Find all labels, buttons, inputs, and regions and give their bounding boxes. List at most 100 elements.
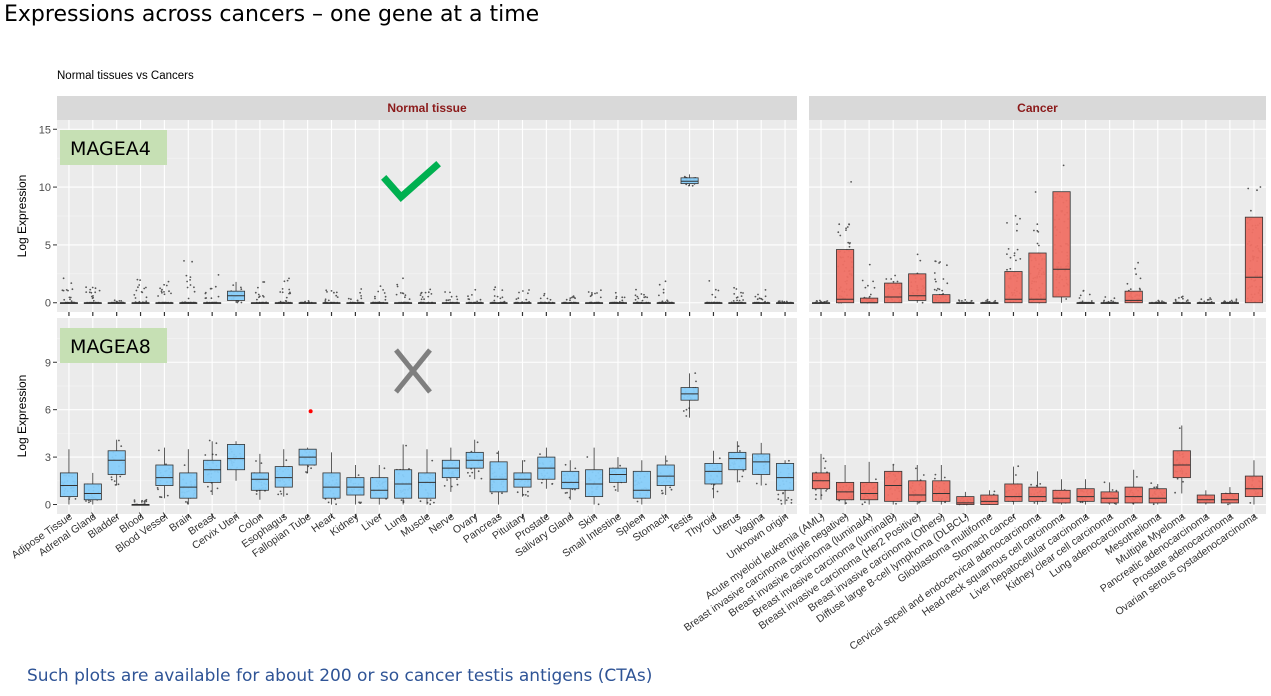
data-point xyxy=(404,294,407,297)
data-point xyxy=(210,287,213,290)
data-point xyxy=(1009,256,1012,259)
check-mark-icon xyxy=(381,161,441,202)
cancer-box xyxy=(932,294,951,304)
normal-box xyxy=(107,450,126,475)
data-point xyxy=(92,299,95,302)
data-point xyxy=(1033,229,1035,232)
data-point xyxy=(737,445,740,448)
data-point xyxy=(1150,482,1153,484)
data-point xyxy=(643,293,645,296)
data-point xyxy=(427,295,430,298)
gene-label: MAGEA4 xyxy=(70,138,151,160)
data-point xyxy=(494,286,497,289)
data-point xyxy=(280,493,283,495)
data-point xyxy=(404,296,406,299)
normal-box xyxy=(489,461,508,493)
data-point xyxy=(359,502,362,504)
data-point xyxy=(875,478,877,481)
normal-box xyxy=(155,464,174,486)
data-point xyxy=(661,489,663,492)
data-point xyxy=(634,294,637,297)
data-point xyxy=(186,286,189,289)
data-point xyxy=(683,175,686,178)
data-point xyxy=(885,278,888,280)
data-point xyxy=(825,490,827,492)
data-point xyxy=(636,295,639,298)
data-point xyxy=(1203,300,1206,303)
data-point xyxy=(491,492,493,495)
data-point xyxy=(262,281,264,283)
data-point xyxy=(549,298,552,301)
data-point xyxy=(758,297,761,300)
data-point xyxy=(868,295,871,298)
data-point xyxy=(861,503,864,506)
data-point xyxy=(1200,298,1203,301)
data-point xyxy=(161,288,163,291)
data-point xyxy=(539,297,542,300)
data-point xyxy=(1182,297,1184,300)
data-point xyxy=(934,473,937,476)
data-point xyxy=(935,280,937,283)
data-point xyxy=(1129,288,1132,290)
cancer-box xyxy=(1196,494,1215,504)
y-tick-label: 5 xyxy=(45,240,51,252)
data-point xyxy=(396,285,399,288)
data-point xyxy=(685,415,688,417)
cancer-box xyxy=(1244,216,1264,304)
data-point xyxy=(1013,254,1016,257)
data-point xyxy=(551,482,554,485)
data-point xyxy=(711,293,714,296)
data-point xyxy=(183,260,185,262)
data-point xyxy=(400,499,403,501)
gene-label-box xyxy=(60,328,167,363)
data-point xyxy=(110,476,113,478)
data-point xyxy=(359,291,361,294)
data-point xyxy=(934,260,937,262)
data-point xyxy=(564,492,567,494)
data-point xyxy=(189,276,192,278)
data-point xyxy=(258,295,261,298)
cancer-box xyxy=(1004,483,1023,502)
data-point xyxy=(596,292,598,294)
data-point xyxy=(156,487,159,489)
data-point xyxy=(546,297,549,300)
data-point xyxy=(405,444,407,447)
data-point xyxy=(777,493,780,496)
data-point xyxy=(922,474,925,476)
data-point xyxy=(493,288,496,291)
data-point xyxy=(396,283,399,286)
data-point xyxy=(846,226,849,228)
data-point xyxy=(623,296,626,299)
data-point xyxy=(357,474,360,476)
data-point xyxy=(113,480,116,482)
data-point xyxy=(838,223,841,226)
data-point xyxy=(572,295,575,298)
data-point xyxy=(467,298,470,300)
data-point xyxy=(1235,298,1238,301)
data-point xyxy=(467,295,469,298)
data-point xyxy=(285,459,288,462)
data-point xyxy=(427,291,430,294)
data-point xyxy=(1235,300,1238,302)
gene-label: MAGEA8 xyxy=(70,336,151,358)
data-point xyxy=(921,301,924,304)
data-point xyxy=(433,501,435,504)
data-point xyxy=(1115,489,1118,492)
data-point xyxy=(1104,296,1107,298)
data-point xyxy=(1178,427,1181,429)
data-point xyxy=(189,284,192,286)
data-point xyxy=(424,291,427,294)
data-point xyxy=(935,289,938,292)
y-tick-label: 15 xyxy=(39,124,51,136)
normal-box xyxy=(83,483,102,501)
data-point xyxy=(717,289,720,292)
data-point xyxy=(1250,209,1252,212)
x-tick-label: Nerve xyxy=(427,511,457,537)
data-point xyxy=(869,293,872,296)
data-point xyxy=(1033,502,1036,504)
data-point xyxy=(399,292,402,294)
data-point xyxy=(159,496,161,498)
data-point xyxy=(501,492,503,495)
data-point xyxy=(658,283,661,286)
data-point xyxy=(933,288,936,291)
